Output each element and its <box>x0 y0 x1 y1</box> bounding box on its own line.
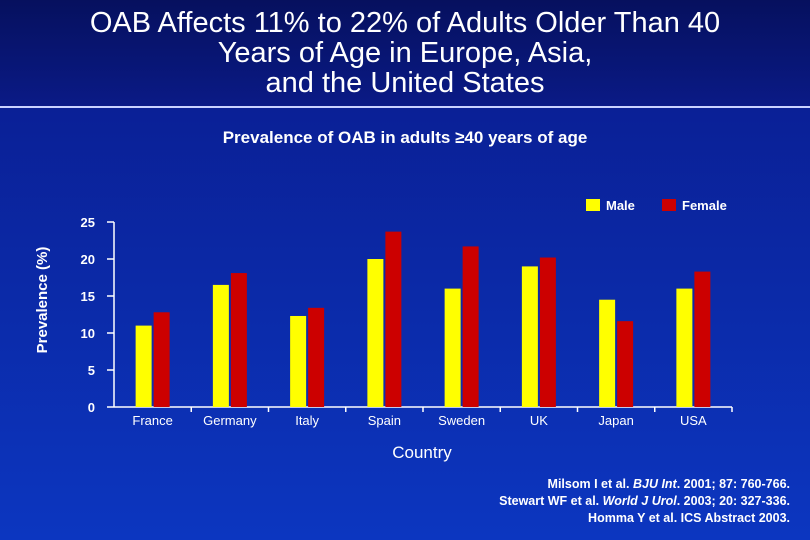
bar-female <box>230 273 247 407</box>
references: Milsom I et al. BJU Int. 2001; 87: 760-7… <box>499 476 790 527</box>
y-tick-label: 0 <box>88 400 95 415</box>
bar-male <box>599 299 616 407</box>
y-axis-title: Prevalence (%) <box>34 247 51 354</box>
y-tick-label: 25 <box>81 215 95 230</box>
bar-female <box>462 246 479 407</box>
x-axis-title: Country <box>392 443 452 462</box>
title-line-1: OAB Affects 11% to 22% of Adults Older T… <box>89 7 721 39</box>
bar-female <box>539 257 556 407</box>
x-tick-label: Japan <box>598 413 633 428</box>
x-tick-label: USA <box>680 413 707 428</box>
bar-male <box>521 266 538 407</box>
legend-swatch-female <box>662 199 676 211</box>
bar-male <box>367 259 384 407</box>
reference-1: Milsom I et al. BJU Int. 2001; 87: 760-7… <box>547 477 790 491</box>
bar-male <box>212 284 229 407</box>
bar-female <box>617 321 634 407</box>
y-tick-label: 10 <box>81 326 95 341</box>
y-tick-label: 5 <box>88 363 95 378</box>
bar-female <box>385 231 402 407</box>
x-tick-label: UK <box>530 413 548 428</box>
reference-3: Homma Y et al. ICS Abstract 2003. <box>588 511 790 525</box>
legend-label-female: Female <box>682 198 727 213</box>
bar-male <box>290 315 307 407</box>
chart-title: Prevalence of OAB in adults ≥40 years of… <box>222 128 588 147</box>
legend-swatch-male <box>586 199 600 211</box>
title-line-3: and the United States <box>265 67 545 99</box>
bar-female <box>308 307 325 407</box>
bar-female <box>153 312 170 407</box>
x-tick-label: Sweden <box>438 413 485 428</box>
x-tick-label: Italy <box>295 413 319 428</box>
x-tick-label: France <box>132 413 172 428</box>
legend-label-male: Male <box>606 198 635 213</box>
y-tick-label: 15 <box>81 289 95 304</box>
title-line-2: Years of Age in Europe, Asia, <box>217 37 593 69</box>
title-band <box>0 0 810 108</box>
slide-title: OAB Affects 11% to 22% of Adults Older T… <box>0 8 810 98</box>
y-tick-label: 20 <box>81 252 95 267</box>
bar-male <box>444 288 461 407</box>
x-tick-label: Germany <box>203 413 257 428</box>
reference-2: Stewart WF et al. World J Urol. 2003; 20… <box>499 494 790 508</box>
bar-male <box>676 288 693 407</box>
bar-male <box>135 325 152 407</box>
x-tick-label: Spain <box>368 413 401 428</box>
bar-female <box>694 271 711 407</box>
